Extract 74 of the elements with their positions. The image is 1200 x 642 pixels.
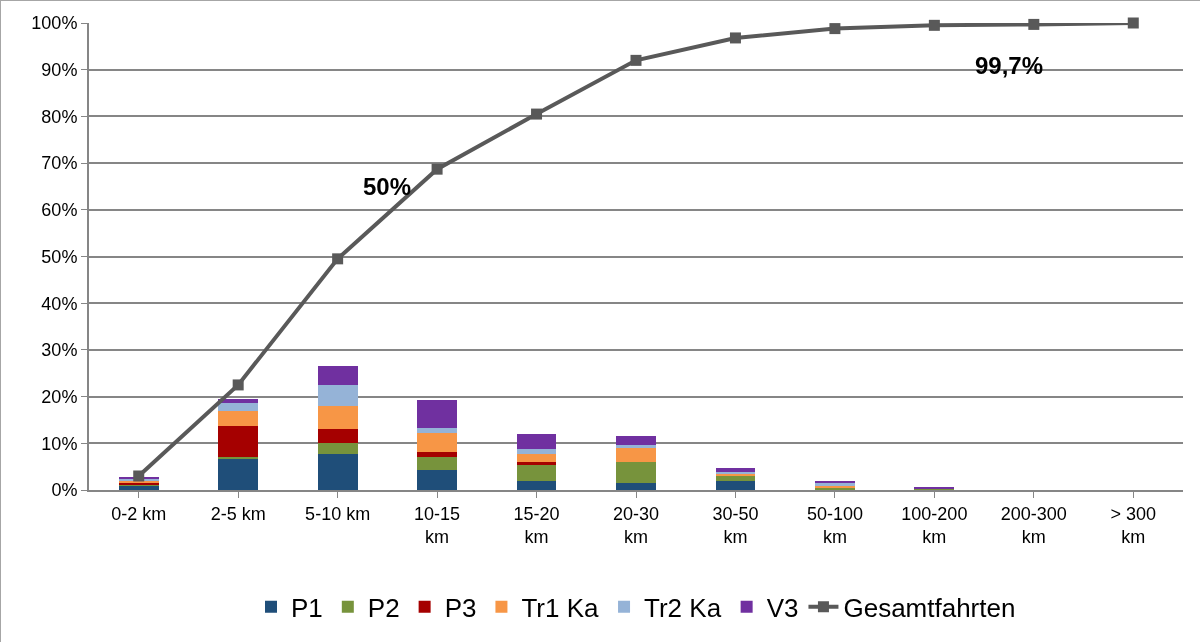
legend-label: Tr1 Ka	[521, 592, 600, 623]
x-tick-label: > 300 km	[1110, 503, 1157, 547]
point	[431, 163, 443, 175]
y-tick-label: 10%	[41, 433, 78, 454]
point	[232, 379, 244, 391]
point	[1127, 17, 1139, 29]
bar	[516, 480, 557, 490]
bar	[616, 461, 656, 484]
legend-label: P1	[291, 592, 323, 623]
y-tick-label: 100%	[31, 13, 78, 34]
legend-label: P3	[444, 592, 477, 623]
bar	[317, 366, 358, 385]
x-tick-label: 10-15 km	[414, 503, 461, 547]
point	[928, 19, 940, 31]
bar	[118, 485, 159, 490]
bar	[317, 428, 358, 443]
bar	[417, 470, 457, 490]
x-tick-label: 30-50 km	[712, 503, 759, 547]
point	[630, 54, 642, 66]
bar	[616, 436, 656, 446]
bar	[516, 453, 557, 462]
bar	[616, 447, 656, 462]
point	[1028, 18, 1040, 30]
bar	[317, 453, 358, 490]
bar	[715, 467, 756, 472]
bar	[516, 461, 557, 465]
x-tick-label: 2-5 km	[210, 503, 266, 524]
bar	[218, 458, 259, 490]
legend-label: P2	[367, 592, 400, 623]
bar	[317, 406, 358, 429]
y-tick-label: 80%	[41, 106, 78, 127]
bar	[417, 457, 457, 471]
annotation: 99,7%	[975, 52, 1044, 79]
bar	[218, 403, 259, 411]
x-tick-label: 50-100 km	[806, 503, 863, 547]
bar	[417, 433, 457, 452]
bar	[317, 442, 358, 454]
x-tick-label: 5-10 km	[305, 503, 371, 524]
y-tick-label: 90%	[41, 60, 78, 80]
x-tick-label: 20-30 km	[612, 503, 660, 547]
bar	[616, 483, 656, 490]
bar	[218, 456, 259, 459]
legend-label: Tr2 Ka	[644, 592, 722, 623]
point	[133, 470, 145, 482]
point	[729, 32, 741, 44]
y-tick-label: 50%	[41, 246, 78, 267]
y-tick-label: 0%	[51, 480, 78, 501]
bar	[715, 475, 756, 481]
bar	[317, 384, 358, 407]
point	[531, 108, 543, 120]
y-tick-label: 60%	[41, 200, 78, 221]
bar	[516, 464, 557, 481]
point	[829, 23, 841, 35]
y-tick-label: 70%	[41, 153, 78, 174]
x-tick-label: 15-20 km	[513, 503, 560, 547]
annotation: 50%	[363, 173, 412, 200]
bar	[417, 399, 457, 428]
x-tick-label: 100-200 km	[901, 503, 968, 547]
legend-label: Gesamtfahrten	[843, 592, 1016, 623]
y-tick-label: 40%	[41, 293, 78, 314]
bar	[516, 434, 557, 449]
bar	[218, 410, 259, 427]
point	[332, 253, 344, 265]
bar	[616, 445, 656, 448]
bar	[715, 480, 756, 490]
x-tick-label: 200-300 km	[1000, 503, 1067, 547]
x-tick-label: 0-2 km	[111, 503, 167, 524]
legend-label: V3	[766, 592, 799, 623]
bar	[218, 426, 259, 457]
y-tick-label: 20%	[41, 386, 78, 407]
bar	[417, 427, 457, 434]
bar	[417, 451, 457, 458]
y-tick-label: 30%	[41, 340, 78, 361]
bar	[516, 448, 557, 454]
